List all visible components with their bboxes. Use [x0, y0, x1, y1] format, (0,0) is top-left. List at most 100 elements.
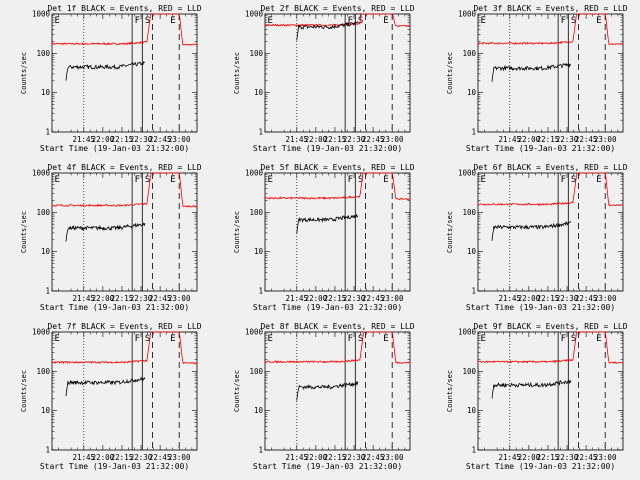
y-tick-label: 1000 — [458, 10, 477, 19]
x-tick-label: 22:00 — [518, 135, 541, 144]
y-tick-label: 10 — [41, 247, 51, 256]
panel-title: Det 4f BLACK = Events, RED = LLD — [47, 163, 201, 172]
y-tick-label: 1000 — [245, 328, 264, 337]
panel-det-7f: Det 7f BLACK = Events, RED = LLD 1 10 100 10… — [20, 322, 202, 471]
y-tick-label: 1 — [471, 128, 476, 137]
plot-frame — [51, 331, 198, 451]
series-events-black — [65, 376, 146, 397]
marker-label-e: E — [170, 334, 175, 344]
x-axis-label: Start Time (19-Jan-03 21:32:00) — [466, 144, 615, 153]
y-tick-label: 10 — [467, 88, 477, 97]
x-tick-label: 22:15 — [111, 453, 134, 462]
y-tick-label: 100 — [249, 208, 263, 217]
marker-label-f: F — [348, 16, 353, 26]
series-events-black — [296, 380, 359, 401]
x-tick-label: 21:45 — [73, 453, 96, 462]
marker-label-f: F — [135, 175, 140, 185]
panel-title: Det 8f BLACK = Events, RED = LLD — [260, 322, 414, 331]
y-axis-label: Counts/sec — [233, 370, 241, 412]
x-tick-label: 23:00 — [381, 453, 404, 462]
x-tick-label: 21:45 — [499, 135, 522, 144]
x-tick-label: 22:30 — [556, 453, 579, 462]
x-tick-label: 22:45 — [575, 294, 598, 303]
series-events-black — [491, 221, 572, 241]
x-tick-label: 22:15 — [111, 294, 134, 303]
x-tick-label: 22:30 — [130, 453, 153, 462]
x-tick-label: 22:00 — [92, 453, 115, 462]
y-tick-label: 1000 — [458, 328, 477, 337]
x-tick-label: 22:45 — [149, 453, 172, 462]
marker-label-e: E — [170, 175, 175, 185]
y-tick-label: 1 — [258, 287, 263, 296]
x-tick-label: 22:45 — [362, 294, 385, 303]
x-axis-label: Start Time (19-Jan-03 21:32:00) — [466, 462, 615, 471]
y-tick-label: 100 — [462, 367, 476, 376]
x-tick-label: 22:30 — [130, 135, 153, 144]
panel-det-2f: Det 2f BLACK = Events, RED = LLD 1 10 100 10… — [233, 4, 415, 153]
x-tick-label: 22:00 — [518, 294, 541, 303]
y-tick-label: 1000 — [245, 169, 264, 178]
marker-label-s: S — [571, 334, 576, 344]
marker-label-e: E — [596, 175, 601, 185]
series-events-black — [296, 213, 359, 234]
x-tick-label: 21:45 — [499, 453, 522, 462]
x-axis-label: Start Time (19-Jan-03 21:32:00) — [253, 144, 402, 153]
x-tick-label: 22:45 — [149, 135, 172, 144]
marker-label-e: E — [268, 175, 273, 185]
y-tick-label: 10 — [41, 406, 51, 415]
panel-title: Det 6f BLACK = Events, RED = LLD — [473, 163, 627, 172]
x-tick-label: 22:45 — [149, 294, 172, 303]
y-tick-label: 1 — [45, 446, 50, 455]
y-tick-label: 1000 — [245, 10, 264, 19]
y-tick-label: 100 — [462, 49, 476, 58]
x-tick-label: 22:00 — [92, 135, 115, 144]
x-tick-label: 22:15 — [324, 453, 347, 462]
y-tick-label: 10 — [467, 406, 477, 415]
x-tick-label: 22:30 — [556, 135, 579, 144]
series-lld-red — [51, 331, 198, 365]
x-axis-label: Start Time (19-Jan-03 21:32:00) — [253, 462, 402, 471]
series-events-black — [65, 222, 146, 242]
marker-label-e: E — [481, 175, 486, 185]
marker-label-e: E — [268, 334, 273, 344]
series-lld-red — [264, 172, 411, 201]
marker-label-s: S — [571, 175, 576, 185]
plot-frame — [264, 172, 411, 292]
x-tick-label: 22:15 — [537, 453, 560, 462]
plot-frame — [477, 172, 624, 292]
x-tick-label: 22:15 — [537, 135, 560, 144]
marker-label-s: S — [145, 16, 150, 26]
panel-title: Det 5f BLACK = Events, RED = LLD — [260, 163, 414, 172]
y-axis-label: Counts/sec — [20, 370, 28, 412]
x-tick-label: 22:15 — [324, 135, 347, 144]
x-tick-label: 23:00 — [594, 294, 617, 303]
x-tick-label: 22:30 — [130, 294, 153, 303]
series-lld-red — [264, 331, 411, 364]
x-axis-label: Start Time (19-Jan-03 21:32:00) — [40, 303, 189, 312]
marker-label-e: E — [383, 175, 388, 185]
marker-label-f: F — [348, 334, 353, 344]
marker-label-s: S — [145, 175, 150, 185]
x-tick-label: 22:00 — [92, 294, 115, 303]
panel-title: Det 1f BLACK = Events, RED = LLD — [47, 4, 201, 13]
marker-label-e: E — [383, 16, 388, 26]
marker-label-f: F — [561, 334, 566, 344]
series-lld-red — [477, 172, 624, 207]
y-tick-label: 10 — [467, 247, 477, 256]
y-tick-label: 100 — [36, 49, 50, 58]
series-lld-red — [477, 13, 624, 46]
series-lld-red — [264, 13, 411, 28]
marker-label-f: F — [135, 16, 140, 26]
x-tick-label: 22:45 — [362, 453, 385, 462]
marker-label-e: E — [170, 16, 175, 26]
plot-frame — [51, 13, 198, 133]
x-tick-label: 23:00 — [168, 135, 191, 144]
y-axis-label: Counts/sec — [20, 52, 28, 94]
plot-frame — [477, 331, 624, 451]
plot-frame — [264, 331, 411, 451]
x-tick-label: 23:00 — [168, 294, 191, 303]
y-tick-label: 1000 — [32, 10, 51, 19]
series-lld-red — [51, 13, 198, 46]
marker-label-s: S — [145, 334, 150, 344]
